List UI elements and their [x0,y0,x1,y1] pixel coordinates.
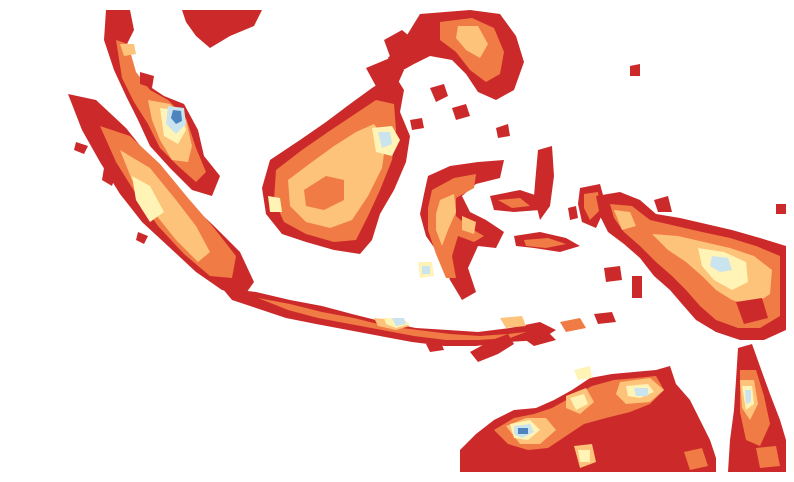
region-sulawesi [418,160,544,300]
sumatra-islet-1 [102,168,116,186]
maluku-band-2b [524,238,566,248]
sunda-island-2 [520,332,556,346]
maluku-island-1 [604,266,622,282]
region-sumatra [68,94,254,296]
australia-band-4d [578,450,590,462]
maluku-band-1 [534,146,554,220]
borneo-band-2b [304,176,344,210]
sunda-island-5 [594,312,616,324]
region-philippines [182,10,640,138]
sulawesi-east-arm-2 [498,198,530,208]
region-cape-york [728,344,786,472]
philippines-band-3 [456,26,488,58]
sumatra-islet-2 [74,142,88,154]
philippines-island-4 [410,118,424,130]
sulawesi-band-5 [422,266,430,274]
sumatra-islet-3 [136,232,148,244]
peninsular-spot [120,44,136,56]
borneo-band-5 [378,132,392,148]
maluku-band-2 [584,192,600,220]
peninsular-band-1b [140,72,154,88]
region-borneo [262,30,414,254]
australia-core [518,428,528,434]
australia-band-4b [570,394,588,410]
region-lesser-sunda-islands [426,312,616,362]
region-maluku [514,146,642,298]
capeyork-band-5 [745,390,751,404]
philippines-island-1 [430,84,448,102]
australia-band-2e [684,448,708,470]
sunda-island-3 [426,340,444,352]
java-band-2 [258,298,526,340]
region-northern-australia [460,366,716,472]
region-java [222,288,556,346]
maluku-island-3 [568,206,578,220]
newguinea-islet-2 [776,204,786,214]
philippines-island-3 [496,124,510,138]
newguinea-band-1b [736,298,768,324]
peninsular-core [171,110,182,124]
philippines-island-5 [630,64,640,76]
capeyork-band-2b [756,446,780,468]
sulawesi-band-3 [436,194,456,246]
sunda-island-1 [470,334,514,362]
sunda-island-4 [560,318,586,332]
sulawesi-band-3b [462,216,476,234]
maluku-island-2 [632,276,642,298]
borneo-band-4b [268,196,282,212]
sumatra-band-3b [184,236,206,256]
java-band-3b [500,316,526,328]
philippines-island-2 [452,104,470,120]
philippines-band-1 [182,10,262,48]
australia-band-4e [574,366,592,380]
sumatra-band-3 [120,150,210,262]
sumatra-band-4 [132,176,164,222]
newguinea-band-5 [710,256,732,272]
newguinea-west-band-3 [614,210,636,230]
java-band-1 [222,288,556,346]
australia-band-5c [634,388,648,396]
newguinea-islet-1 [654,196,672,212]
region-peninsular-malaysia [104,10,220,196]
java-band-5 [392,318,406,326]
region-new-guinea [596,192,786,340]
